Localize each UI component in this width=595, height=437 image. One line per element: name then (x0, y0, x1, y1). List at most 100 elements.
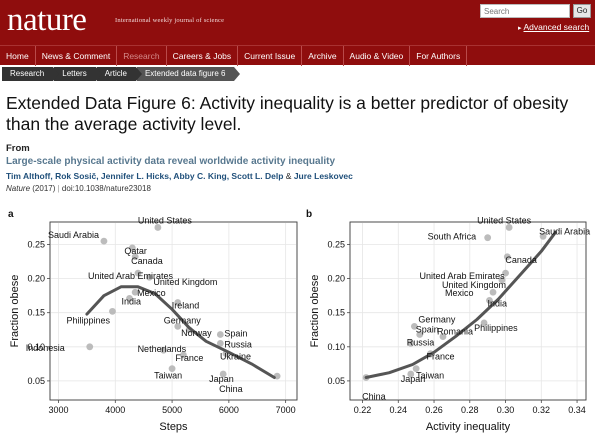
advanced-search-link[interactable]: ▸ Advanced search (518, 22, 589, 32)
citation-year: (2017) (32, 184, 56, 193)
x-axis-title: Steps (159, 421, 188, 433)
extended-data-figure: a 3000 4000 5000 6000 7000 0.05 0.10 0.15 0.20 0.2… (0, 200, 595, 437)
breadcrumb-item[interactable]: Letters (54, 67, 103, 81)
data-point (216, 339, 224, 347)
point-label: Ireland (172, 300, 200, 310)
y-tick-label: 0.10 (27, 342, 45, 352)
x-tick-label: 3000 (49, 405, 69, 415)
data-point (180, 351, 187, 359)
search-input[interactable] (480, 4, 570, 18)
data-point (154, 224, 162, 231)
data-point (407, 339, 415, 347)
y-axis-title: Fraction obese (309, 275, 321, 348)
nav-item-home[interactable]: Home (0, 45, 36, 66)
panel-b: b 0.22 0.24 0.26 0.28 0.30 0.32 0.34 0.05 0.10 0.1… (306, 209, 590, 433)
data-point (131, 288, 139, 296)
nav-item-for-authors[interactable]: For Authors (410, 45, 468, 66)
last-author-link[interactable]: Jure Leskovec (293, 171, 353, 181)
point-label: Philippines (474, 323, 518, 333)
advanced-search-label: Advanced search (523, 22, 590, 32)
x-tick-label: 0.30 (497, 405, 515, 415)
point-label: Canada (505, 255, 537, 265)
data-point (160, 346, 167, 354)
site-header: nature International weekly journal of s… (0, 0, 595, 45)
point-label: United Kingdom (153, 277, 217, 287)
point-label: Germany (418, 314, 456, 324)
plot-border (49, 221, 298, 401)
nav-item-audio-video[interactable]: Audio & Video (344, 45, 411, 66)
y-tick-label: 0.05 (27, 376, 45, 386)
x-tick-label: 5000 (162, 405, 182, 415)
nav-item-research[interactable]: Research (117, 45, 167, 66)
fit-curve (364, 230, 558, 379)
data-point (486, 297, 493, 304)
data-point (174, 322, 182, 330)
authors-link[interactable]: Tim Althoff, Rok Sosič, Jennifer L. Hick… (6, 171, 284, 181)
arrow-right-icon: ▸ (518, 25, 522, 32)
data-point (416, 331, 424, 338)
y-tick-label: 0.10 (327, 342, 345, 352)
breadcrumb-item: Extended data figure 6 (136, 67, 240, 81)
point-label: Qatar (124, 246, 147, 256)
data-point (484, 234, 492, 242)
point-label: Netherlands (138, 344, 187, 354)
data-point (412, 365, 420, 373)
data-point (498, 276, 506, 284)
point-label: Romania (437, 327, 473, 337)
point-label: United Arab Emirates (88, 271, 174, 281)
point-label: India (121, 296, 141, 306)
breadcrumb-item[interactable]: Research (2, 67, 60, 81)
data-point (502, 269, 509, 277)
data-point (126, 294, 133, 302)
point-label: Japan (401, 374, 426, 384)
point-label: Ukraine (220, 352, 251, 362)
point-label: China (362, 391, 386, 401)
page-title: Extended Data Figure 6: Activity inequal… (6, 93, 569, 134)
point-label: Philippines (66, 315, 110, 325)
y-axis-title: Fraction obese (9, 275, 21, 348)
data-point (410, 322, 418, 330)
x-tick-label: 7000 (276, 405, 296, 415)
data-point (134, 269, 142, 277)
data-point (480, 319, 488, 327)
breadcrumb: Research Letters Article Extended data figu… (0, 66, 595, 82)
journal-name: Nature (6, 184, 31, 193)
point-label: United States (477, 215, 532, 225)
y-tick-label: 0.15 (27, 308, 45, 318)
data-point (505, 224, 513, 231)
nav-item-news-comment[interactable]: News & Comment (36, 45, 118, 66)
y-tick-label: 0.15 (327, 308, 345, 318)
data-point (100, 237, 108, 245)
article-title-link[interactable]: Large-scale physical activity data revea… (6, 156, 336, 167)
nav-item-current-issue[interactable]: Current Issue (238, 45, 303, 66)
point-label: United Arab Emirates (420, 271, 506, 281)
point-label: Mexico (137, 288, 166, 298)
data-point (407, 370, 415, 378)
authors-ampersand: & (285, 171, 292, 181)
data-point (219, 370, 227, 378)
point-label: Japan (209, 374, 234, 384)
y-tick-label: 0.20 (327, 274, 345, 284)
y-tick-label: 0.20 (27, 274, 45, 284)
data-point (503, 253, 511, 261)
point-label: Canada (131, 256, 163, 266)
x-tick-label: 4000 (105, 405, 125, 415)
breadcrumb-item[interactable]: Article (96, 67, 143, 81)
y-tick-label: 0.25 (327, 240, 345, 250)
nav-item-careers-jobs[interactable]: Careers & Jobs (167, 45, 239, 66)
data-point (145, 273, 153, 281)
nav-item-archive[interactable]: Archive (302, 45, 344, 66)
plot-border (349, 221, 587, 401)
point-label: Russia (407, 337, 435, 347)
point-label: Spain (416, 325, 439, 335)
x-tick-label: 0.24 (390, 405, 408, 415)
x-tick-label: 0.22 (354, 405, 372, 415)
data-point (109, 307, 116, 315)
data-point (131, 253, 139, 261)
point-label: Taiwan (154, 371, 182, 381)
data-point (174, 299, 182, 306)
search-go-button[interactable]: Go (573, 4, 591, 18)
nature-logo[interactable]: nature (7, 2, 87, 38)
x-tick-label: 0.32 (533, 405, 551, 415)
point-label: Mexico (445, 288, 474, 298)
